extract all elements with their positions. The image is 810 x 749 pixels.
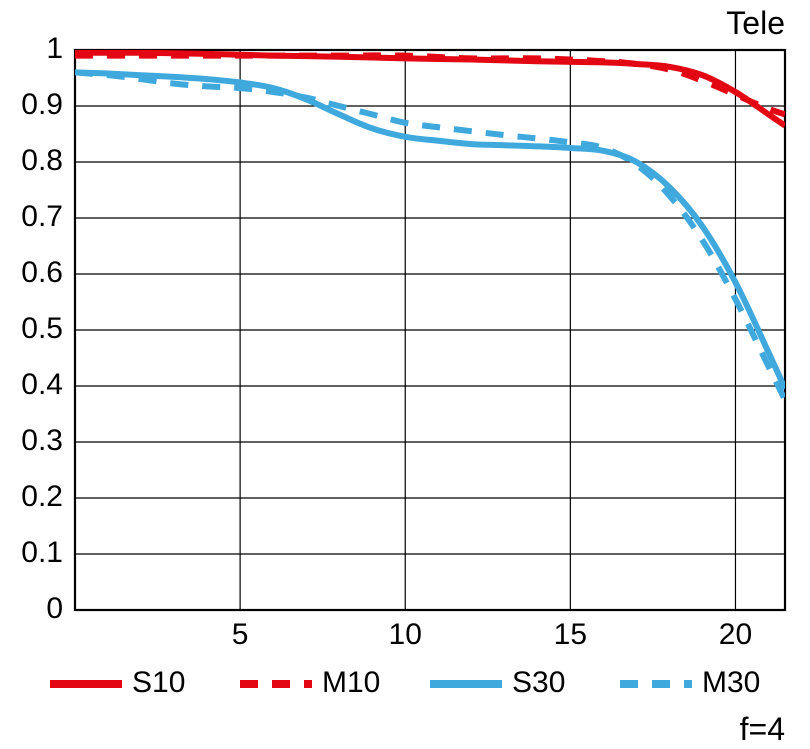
chart-note: f=4	[740, 711, 785, 747]
x-tick-label: 20	[719, 618, 752, 651]
legend-label: M30	[702, 666, 760, 699]
legend-label: M10	[322, 666, 380, 699]
x-tick-label: 5	[232, 618, 249, 651]
chart-title: Tele	[726, 5, 785, 41]
legend-label: S30	[512, 666, 565, 699]
legend-label: S10	[132, 666, 185, 699]
y-tick-label: 0.4	[21, 368, 63, 401]
y-tick-label: 1	[46, 32, 63, 65]
y-tick-label: 0.2	[21, 480, 63, 513]
y-tick-label: 0.7	[21, 200, 63, 233]
y-tick-label: 0.3	[21, 424, 63, 457]
y-tick-label: 0.6	[21, 256, 63, 289]
y-tick-label: 0.5	[21, 312, 63, 345]
x-tick-label: 10	[389, 618, 422, 651]
y-tick-label: 0	[46, 592, 63, 625]
y-tick-label: 0.1	[21, 536, 63, 569]
mtf-chart: 00.10.20.30.40.50.60.70.80.915101520Tele…	[0, 0, 810, 749]
x-tick-label: 15	[554, 618, 587, 651]
y-tick-label: 0.8	[21, 144, 63, 177]
y-tick-label: 0.9	[21, 88, 63, 121]
